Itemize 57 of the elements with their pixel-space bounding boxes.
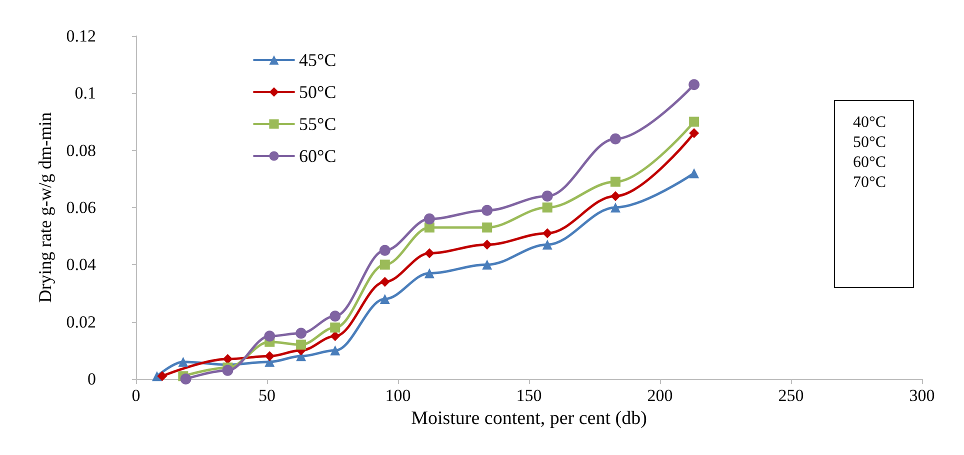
- point: [157, 371, 168, 382]
- point: [482, 222, 492, 233]
- point: [424, 213, 435, 224]
- point: [542, 228, 552, 238]
- point: [542, 202, 552, 212]
- point: [542, 240, 552, 250]
- point: [178, 356, 188, 367]
- point: [380, 260, 390, 270]
- point: [610, 191, 620, 202]
- point: [542, 190, 553, 202]
- point: [222, 364, 234, 376]
- y-tick-label: 0: [88, 370, 96, 388]
- y-tick-label: 0.06: [66, 198, 96, 217]
- point: [222, 354, 233, 364]
- point: [482, 240, 492, 250]
- y-tick-label: 0.1: [74, 84, 96, 103]
- legend-label: 45°C: [299, 50, 336, 70]
- legend-label: 50°C: [299, 82, 336, 102]
- point: [330, 345, 340, 356]
- y-tick-label: 0.04: [66, 255, 96, 274]
- point: [482, 204, 493, 216]
- point: [688, 79, 700, 90]
- point: [379, 244, 390, 256]
- x-axis-title: Moisture content, per cent (db): [411, 408, 647, 429]
- point: [610, 133, 621, 144]
- point: [610, 202, 620, 212]
- point: [296, 340, 306, 350]
- point: [424, 248, 434, 258]
- legend-label: 55°C: [299, 114, 336, 134]
- point: [330, 322, 340, 333]
- point: [180, 374, 192, 384]
- point: [689, 168, 700, 178]
- x-tick-label: 150: [516, 386, 542, 405]
- x-tick-label: 200: [647, 386, 673, 405]
- point: [330, 331, 340, 342]
- x-tick-label: 50: [258, 386, 276, 405]
- point: [482, 260, 492, 270]
- y-tick-label: 0.08: [66, 140, 96, 160]
- point: [296, 328, 307, 339]
- point: [380, 276, 390, 287]
- legend-label: 60°C: [299, 146, 336, 166]
- x-tick-label: 300: [909, 386, 935, 405]
- point: [264, 330, 276, 342]
- y-axis-title: Drying rate g-w/g dm-min: [35, 112, 55, 303]
- x-tick-label: 100: [385, 386, 411, 405]
- point: [689, 128, 700, 138]
- point: [689, 116, 700, 127]
- y-tick-label: 0.02: [66, 312, 96, 332]
- point: [380, 294, 390, 304]
- outlined-box: 40°C 50°C 60°C 70°C: [834, 100, 914, 288]
- y-tick-label: 0.12: [66, 26, 96, 46]
- point: [610, 176, 620, 187]
- point: [424, 268, 434, 278]
- x-tick-label: 250: [778, 386, 804, 405]
- x-tick-label: 0: [132, 386, 140, 405]
- point: [330, 310, 341, 322]
- point: [264, 351, 275, 362]
